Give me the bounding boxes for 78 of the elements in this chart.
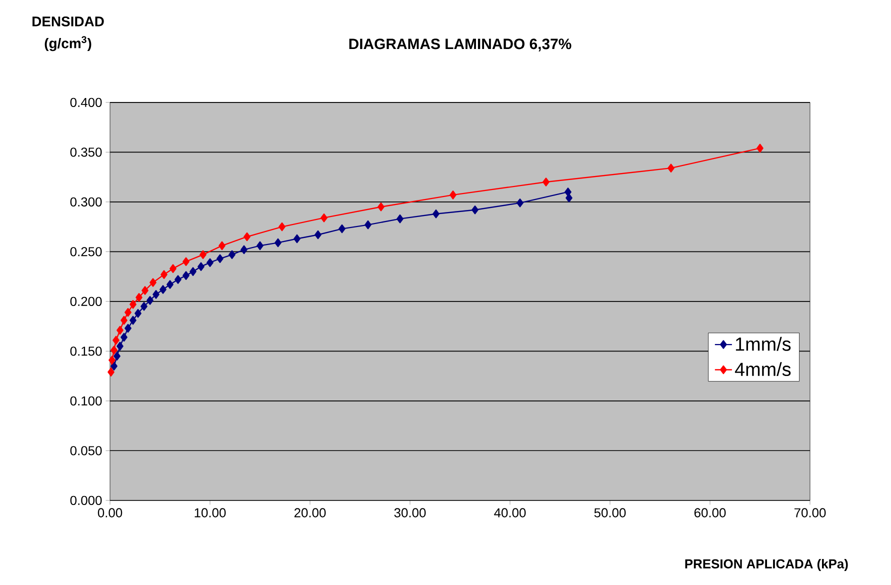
point — [364, 220, 372, 230]
y-tick-label: 0.200 — [70, 296, 102, 306]
point — [278, 222, 286, 232]
point — [146, 296, 154, 305]
point — [114, 352, 120, 361]
point — [130, 300, 136, 309]
point — [198, 262, 204, 271]
point — [116, 342, 124, 351]
point — [200, 250, 206, 260]
point — [124, 324, 132, 333]
x-tick-label: 40.00 — [494, 508, 526, 518]
y-tick-label: 0.300 — [70, 197, 102, 206]
point — [216, 254, 224, 264]
point — [124, 308, 132, 317]
point — [112, 336, 120, 345]
point — [274, 238, 282, 248]
point — [152, 290, 160, 299]
point — [140, 302, 148, 311]
point — [182, 271, 190, 280]
point — [256, 241, 264, 250]
x-axis-title: PRESION APLICADA (kPa) — [685, 558, 848, 572]
point — [396, 214, 404, 224]
point — [320, 213, 328, 222]
point — [450, 190, 456, 200]
point — [110, 362, 118, 370]
point — [120, 316, 128, 325]
point — [142, 286, 148, 295]
point — [190, 267, 196, 276]
point — [756, 144, 764, 153]
point — [110, 346, 118, 355]
y-tick-label: 0.400 — [70, 98, 102, 107]
y-tick-label: 0.350 — [70, 148, 102, 157]
chart-title: DIAGRAMAS LAMINADO 6,37% — [349, 38, 572, 52]
point — [160, 285, 166, 294]
point — [472, 205, 478, 214]
x-tick-label: 70.00 — [794, 508, 826, 518]
point — [566, 194, 572, 202]
x-tick-label: 50.00 — [594, 508, 626, 518]
point — [516, 198, 524, 208]
point — [338, 224, 346, 234]
y-tick-label: 0.100 — [70, 396, 102, 406]
point — [218, 241, 226, 250]
x-tick-label: 30.00 — [394, 508, 426, 518]
y-axis-title: DENSIDAD (g/cm$^{3}$) — [32, 16, 104, 52]
y-tick-label: 0.250 — [70, 247, 102, 256]
point — [150, 278, 156, 287]
y-tick-label: 0.050 — [70, 446, 102, 456]
point — [542, 178, 550, 186]
point — [294, 234, 300, 244]
x-tick-label: 60.00 — [694, 508, 726, 518]
point — [244, 232, 250, 242]
legend-label: 1mm/s — [736, 336, 791, 351]
point — [166, 280, 174, 289]
point — [136, 293, 142, 302]
point — [314, 230, 322, 240]
y-tick-label: 0.150 — [70, 346, 102, 356]
point — [228, 250, 236, 260]
point — [108, 356, 116, 365]
point — [170, 264, 176, 273]
y-tick-label: 0.000 — [70, 496, 102, 505]
legend-label: 4mm/s — [734, 362, 791, 376]
point — [378, 202, 384, 212]
point — [120, 332, 128, 342]
point — [108, 368, 114, 376]
point — [134, 308, 142, 318]
point — [668, 164, 674, 172]
point — [240, 245, 248, 254]
point — [432, 209, 440, 218]
point — [182, 257, 190, 266]
point — [174, 275, 182, 284]
x-tick-label: 10.00 — [194, 508, 226, 518]
point — [130, 316, 136, 325]
point — [206, 258, 214, 267]
x-tick-label: 20.00 — [294, 508, 326, 518]
point — [564, 188, 572, 196]
point — [160, 270, 168, 279]
x-tick-label: 0.00 — [98, 508, 122, 518]
point — [116, 326, 124, 335]
